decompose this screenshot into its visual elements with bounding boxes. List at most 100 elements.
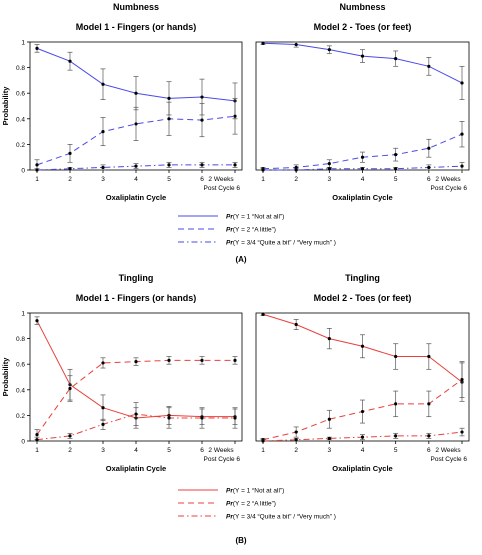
legend-text: (Y = 3/4 “Quite a bit” / “Very much” ) [233, 514, 336, 521]
data-point [394, 434, 398, 438]
x-tick-label: 5 [394, 447, 398, 454]
chart-subtitle: Model 2 - Toes (or feet) [314, 293, 412, 303]
legend-text: (Y = 1 “Not at all”) [233, 214, 284, 221]
data-point [460, 377, 464, 382]
data-point [427, 434, 431, 438]
legend-text: (Y = 2 “A little”) [233, 501, 276, 508]
chart-1: Model 2 - Toes (or feet) 1 2 3 4 5 6 2 Weeks Pos… [255, 22, 470, 202]
x-tick-label: 4 [361, 176, 365, 183]
x-axis-label: Oxaliplatin Cycle [106, 464, 166, 473]
y-tick-label: 0.6 [16, 362, 25, 369]
legend-pr: Pr [226, 514, 233, 521]
legend-0: Pr(Y = 1 “Not at all”)Pr(Y = 2 “A little… [178, 214, 336, 247]
series-1 [34, 97, 238, 171]
x-tick-label: 3 [101, 447, 105, 454]
legend-1: Pr(Y = 1 “Not at all”) Pr(Y = 2 “A little… [178, 488, 336, 521]
data-point [134, 122, 138, 126]
y-tick-label: 0 [21, 168, 25, 175]
data-point [460, 164, 464, 168]
x-tick-label: 1 [35, 447, 39, 454]
x-tick-label: 6 [427, 176, 431, 183]
series-2 [34, 402, 238, 442]
data-point [167, 96, 171, 100]
data-point [427, 64, 431, 68]
data-point [68, 59, 72, 63]
data-point [327, 162, 331, 166]
legend-pr: Pr [226, 214, 233, 221]
series-2 [260, 161, 465, 172]
x-axis-label: Oxaliplatin Cycle [332, 464, 392, 473]
x-tick-label: 1 [261, 176, 265, 183]
data-point [427, 165, 431, 170]
legend-pr: Pr [226, 501, 233, 508]
x-tick-label: 2 [294, 447, 298, 454]
x-tick-note: Post Cycle 6 [431, 185, 468, 192]
data-point [68, 167, 72, 171]
data-point [134, 91, 138, 95]
data-point [167, 163, 171, 167]
data-point [427, 146, 431, 150]
x-tick-label: 3 [328, 447, 332, 454]
data-point [460, 430, 464, 434]
x-axis-label: Oxaliplatin Cycle [106, 193, 166, 202]
x-tick-label: 6 [427, 447, 431, 454]
series-2 [34, 161, 238, 172]
y-tick-label: 1 [21, 40, 25, 47]
data-point [200, 358, 204, 362]
legend-text: (Y = 2 “A little”) [233, 227, 276, 234]
legend-pr: Pr [226, 227, 233, 234]
x-tick-label: 2 Weeks [208, 176, 234, 183]
panel-label: (B) [235, 536, 246, 545]
chart-subtitle: Model 1 - Fingers (or hands) [76, 22, 197, 32]
chart-2: Model 1 - Fingers (or hands) 0 0.2 0.4 0.6 0.… [1, 293, 243, 473]
data-point [200, 95, 204, 99]
x-tick-label: 6 [200, 447, 204, 454]
data-point [200, 416, 204, 420]
data-point [68, 434, 72, 438]
data-point [200, 163, 204, 167]
panel-title: Numbness [339, 2, 385, 12]
y-tick-label: 0.2 [16, 413, 25, 420]
x-tick-label: 2 Weeks [208, 447, 234, 454]
data-point [327, 337, 331, 341]
y-axis-label: Probability [1, 86, 10, 126]
legend-label: Pr(Y = 1 “Not at all”) [226, 488, 284, 495]
data-point [261, 312, 265, 316]
data-point [200, 118, 204, 122]
y-tick-label: 0.4 [16, 387, 25, 394]
data-point [327, 417, 331, 421]
series-0 [260, 41, 465, 100]
data-point [460, 81, 464, 85]
data-point [35, 46, 39, 51]
series-0 [34, 44, 238, 120]
data-point [460, 132, 464, 136]
data-point [233, 358, 237, 362]
data-point [394, 167, 398, 171]
data-point [35, 319, 39, 323]
panel-title: Tingling [119, 273, 154, 283]
data-point [233, 114, 237, 118]
data-point [394, 402, 398, 406]
data-point [427, 354, 431, 359]
x-tick-label: 4 [134, 176, 138, 183]
data-point [360, 344, 365, 348]
data-point [261, 168, 265, 172]
data-point [167, 358, 171, 362]
data-point [167, 416, 171, 420]
data-point [360, 54, 365, 58]
x-tick-label: 2 Weeks [435, 176, 461, 183]
y-axis-label: Probability [1, 357, 10, 397]
data-point [360, 409, 365, 414]
data-point [394, 153, 398, 157]
data-point [294, 322, 298, 327]
x-tick-label: 4 [361, 447, 365, 454]
data-point [327, 48, 331, 52]
data-point [294, 168, 298, 172]
data-point [101, 361, 105, 365]
chart-0: Model 1 - Fingers (or hands) 0 0.2 0.4 0.6 0.… [1, 22, 243, 202]
data-point [394, 354, 398, 359]
y-tick-label: 0 [21, 439, 25, 446]
x-tick-label: 2 [68, 447, 72, 454]
data-point [327, 167, 331, 171]
